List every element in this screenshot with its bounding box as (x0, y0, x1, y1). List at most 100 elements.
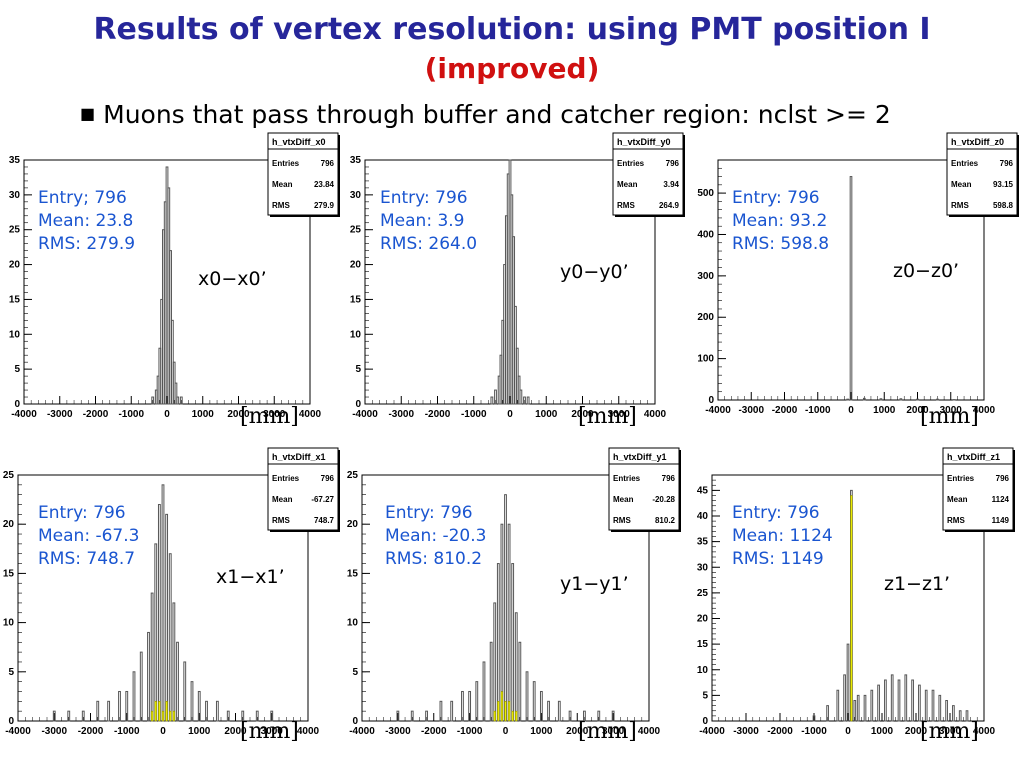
stats-value: 810.2 (655, 516, 676, 525)
stats-box-title: h_vtxDiff_z1 (947, 452, 1000, 462)
y-tick-label: 5 (702, 690, 708, 701)
overlay-bar (515, 710, 518, 722)
y-tick-label: 200 (697, 312, 714, 323)
y-tick-label: 5 (14, 364, 20, 375)
annotation-line: Mean: -67.3 (38, 526, 139, 546)
stats-box: h_vtxDiff_x0 Entries 796 Mean 23.84 RMS 279.9 (267, 132, 340, 217)
histogram-bar (183, 661, 187, 722)
x-tick-label: 1000 (530, 726, 553, 737)
stats-value: -20.28 (652, 495, 675, 504)
annotation-line: RMS: 279.9 (38, 234, 135, 254)
y-tick-label: 40 (697, 511, 709, 522)
annotation-line: Mean: 93.2 (732, 211, 827, 231)
y-tick-label: 10 (697, 665, 709, 676)
x-tick-label: -1000 (114, 726, 140, 737)
histogram-bar (958, 710, 962, 722)
stats-value: 796 (321, 474, 335, 483)
y-tick-label: 45 (697, 485, 709, 496)
histogram-bar (172, 602, 176, 722)
histogram-bar (255, 710, 259, 722)
stats-value: 796 (1000, 159, 1014, 168)
histogram-bar (150, 592, 154, 722)
annotation-line: Mean: 23.8 (38, 211, 133, 231)
histogram-bar (396, 710, 400, 722)
stats-key: Entries (272, 474, 300, 483)
annotation-line: RMS: 598.8 (732, 234, 829, 254)
x-tick-label: -4000 (699, 726, 725, 737)
x-tick-label: 2000 (224, 726, 247, 737)
histogram-bar (468, 690, 472, 722)
y-tick-label: 0 (355, 399, 361, 410)
histogram-bar (96, 700, 100, 722)
x-tick-label: -4000 (5, 726, 31, 737)
overlay-bar (511, 710, 514, 722)
stats-value: 264.9 (659, 201, 680, 210)
y-tick-label: 35 (350, 155, 362, 166)
stats-value: 3.94 (663, 180, 679, 189)
annotation-line: Mean: 1124 (732, 526, 833, 546)
x-tick-label: -3000 (47, 409, 73, 420)
annotation-line: RMS: 1149 (732, 549, 824, 569)
x-tick-label: 1000 (873, 405, 896, 416)
x-tick-label: -3000 (385, 726, 411, 737)
annotation-line: RMS: 264.0 (380, 234, 477, 254)
unit-label: [mm] (578, 404, 637, 429)
overlay-bar (493, 710, 496, 722)
x-tick-label: 2000 (227, 409, 250, 420)
histogram-bar (165, 513, 169, 722)
histogram-bar (197, 690, 201, 722)
x-tick-label: 0 (507, 409, 513, 420)
histogram-bar (812, 715, 816, 722)
histogram-bar (583, 710, 586, 722)
page-title: Results of vertex resolution: using PMT … (93, 12, 931, 47)
stats-value: 598.8 (993, 201, 1014, 210)
y-tick-label: 15 (9, 294, 21, 305)
histogram-bar (918, 684, 921, 722)
y-tick-label: 30 (697, 562, 709, 573)
histogram-bar (511, 563, 515, 722)
histogram-bar (205, 700, 208, 722)
histogram-bar (425, 710, 428, 722)
variable-label: z1−z1’ (884, 573, 950, 595)
histogram-bar (916, 398, 919, 401)
bullet-text: ■ Muons that pass through buffer and catc… (80, 100, 891, 129)
stats-key: RMS (272, 201, 290, 210)
x-tick-label: 3000 (608, 409, 631, 420)
stats-value: 93.15 (993, 180, 1014, 189)
variable-label: x0−x0’ (198, 268, 267, 290)
stats-value: 1124 (992, 495, 1010, 504)
x-tick-label: -2000 (772, 405, 798, 416)
histogram-bar (890, 674, 894, 722)
x-tick-label: 2000 (566, 726, 589, 737)
y-tick-label: 20 (9, 260, 21, 271)
histogram-bar (493, 602, 497, 722)
stats-value: 1149 (992, 516, 1010, 525)
x-tick-label: 0 (845, 726, 851, 737)
histogram-bar (870, 689, 874, 722)
histogram-bar (849, 176, 853, 401)
histogram-bar (532, 681, 536, 722)
histogram-bar (154, 543, 158, 722)
y-tick-label: 15 (697, 639, 709, 650)
x-tick-label: 4000 (973, 726, 996, 737)
histogram-bar (482, 661, 486, 722)
stats-key: RMS (617, 201, 635, 210)
histogram-bar (836, 689, 840, 722)
y-tick-label: 25 (3, 470, 15, 481)
variable-label: y1−y1’ (560, 573, 629, 595)
x-tick-label: -3000 (41, 726, 67, 737)
y-tick-label: 400 (697, 229, 714, 240)
y-tick-label: 20 (347, 519, 359, 530)
overlay-bar (150, 710, 154, 722)
x-tick-label: 0 (503, 726, 509, 737)
y-tick-label: 15 (350, 294, 362, 305)
y-tick-label: 0 (708, 395, 714, 406)
stats-value: 279.9 (314, 201, 335, 210)
histogram-bar (118, 690, 121, 722)
histogram-bar (494, 389, 497, 405)
